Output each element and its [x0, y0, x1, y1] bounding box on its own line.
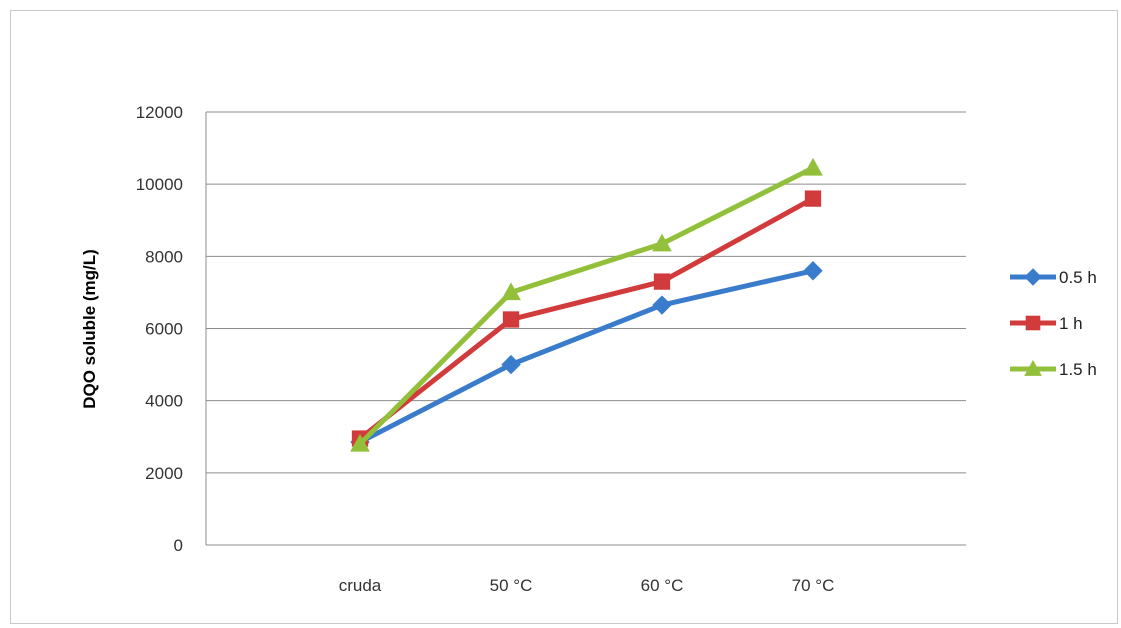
legend-label: 1.5 h: [1059, 360, 1097, 379]
data-point-square: [1025, 315, 1041, 331]
data-point-square: [804, 190, 822, 207]
data-point-diamond: [803, 261, 823, 281]
y-tick-label: 6000: [145, 320, 183, 339]
legend-label: 1 h: [1059, 314, 1083, 333]
y-tick-label: 12000: [136, 103, 183, 122]
x-axis: cruda 50 °C 60 °C 70 °C: [339, 576, 835, 595]
y-axis: 0 2000 4000 6000 8000 10000 12000: [136, 103, 207, 555]
grid-lines: [206, 111, 966, 546]
series-line: [357, 196, 816, 442]
legend-item: 1.5 h: [1010, 359, 1097, 379]
data-point-triangle: [501, 282, 521, 301]
data-point-diamond: [1024, 268, 1042, 286]
series-2: [350, 157, 823, 452]
x-tick-label: cruda: [339, 576, 382, 595]
x-tick-label: 70 °C: [792, 576, 835, 595]
series-0: [350, 261, 823, 452]
data-point-triangle: [1024, 359, 1042, 376]
legend: 0.5 h 1 h 1.5 h: [1010, 268, 1097, 379]
data-point-square: [502, 311, 520, 328]
series-line: [357, 268, 816, 445]
y-tick-label: 10000: [136, 175, 183, 194]
data-point-diamond: [501, 354, 521, 375]
data-point-triangle: [803, 157, 823, 176]
y-tick-label: 8000: [145, 247, 183, 266]
data-point-triangle: [350, 433, 370, 452]
legend-item: 0.5 h: [1010, 268, 1097, 287]
data-point-diamond: [652, 295, 672, 315]
legend-item: 1 h: [1010, 314, 1083, 333]
y-axis-title: DQO soluble (mg/L): [80, 249, 99, 409]
data-point-triangle: [652, 233, 672, 252]
data-point-square: [653, 273, 671, 290]
x-tick-label: 60 °C: [641, 576, 684, 595]
series-line: [357, 165, 816, 447]
series-group: [350, 157, 823, 452]
x-tick-label: 50 °C: [490, 576, 533, 595]
legend-label: 0.5 h: [1059, 268, 1097, 287]
y-tick-label: 0: [174, 536, 183, 555]
y-tick-label: 2000: [145, 464, 183, 483]
y-tick-label: 4000: [145, 392, 183, 411]
